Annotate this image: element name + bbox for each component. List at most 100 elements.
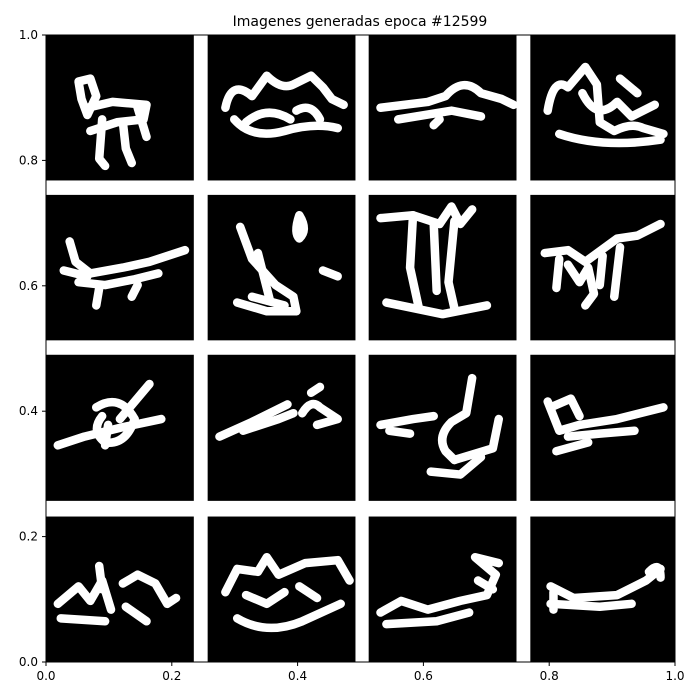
glyph-stroke [556,259,559,288]
glyph-stroke [126,607,147,622]
generated-image-panel [530,516,675,662]
generated-glyph [58,384,161,445]
glyph-stroke [381,85,514,108]
glyph-stroke [582,93,654,116]
generated-glyph [64,241,185,305]
generated-image-panel [46,194,194,341]
glyph-stroke [246,592,284,604]
image-panel-background [207,35,356,181]
glyph-stroke [600,256,603,285]
glyph-stroke [123,575,176,604]
axes-spine [45,34,676,663]
generated-glyph [381,557,499,624]
glyph-stroke [64,271,88,277]
generated-image-panel [368,516,517,662]
y-tick-label: 0.4 [19,404,38,418]
glyph-stroke [398,111,481,120]
glyph-stroke [410,215,419,308]
glyph-stroke [381,416,434,425]
glyph-stroke [299,586,317,598]
generated-glyph [381,207,487,315]
glyph-stroke [551,569,661,598]
glyph-stroke [568,265,594,306]
glyph-stroke [296,108,320,120]
generated-glyph [551,567,661,609]
glyph-stroke [105,425,108,445]
generated-image-panel [207,35,356,181]
glyph-stroke [99,119,105,166]
x-tick-label: 0.0 [36,669,55,683]
glyph-stroke [551,604,632,607]
glyph-stroke [61,618,105,621]
x-tick-label: 1.0 [665,669,684,683]
glyph-stroke [243,413,293,431]
glyph-stroke [568,431,635,437]
generated-image-panel [207,354,356,501]
glyph-stroke [448,221,454,308]
glyph-stroke [649,567,661,577]
generated-glyph [381,378,499,474]
glyph-stroke [120,384,150,419]
generated-image-panel [530,35,675,181]
generated-glyph [225,557,349,628]
glyph-stroke [386,613,469,625]
x-tick-label: 0.4 [288,669,307,683]
image-panel-background [46,35,194,181]
glyph-stroke [442,378,472,460]
image-panel-background [530,354,675,501]
generated-glyph [548,399,664,452]
glyph-stroke [225,557,349,592]
glyph-stroke [302,404,337,425]
glyph-stroke [386,303,487,315]
glyph-stroke [548,67,664,134]
glyph-stroke [556,442,588,451]
generated-glyph [79,79,147,166]
glyph-stroke [559,134,660,143]
glyph-stroke [620,79,637,94]
glyph-stroke [237,227,296,311]
generated-image-panel [530,354,675,501]
glyph-stroke [79,273,159,285]
glyph-stroke [96,402,134,443]
glyph-stroke [99,566,102,589]
glyph-stroke [311,387,320,393]
generated-image-panel [207,516,356,662]
glyph-stroke [96,288,99,305]
glyph-stroke [323,271,338,277]
generated-glyph [58,566,176,621]
glyph-stroke [246,113,290,123]
generated-glyph [545,224,661,305]
glyph-stroke [252,297,285,306]
y-tick-label: 0.6 [19,279,38,293]
glyph-stroke [381,557,499,612]
glyph-stroke [381,207,473,224]
glyph-stroke [434,119,440,125]
generated-glyph [548,67,664,143]
generated-image-panel [368,35,517,181]
glyph-stroke [434,224,437,291]
glyph-stroke [545,224,661,262]
glyph-stroke [132,285,138,297]
glyph-stroke [431,457,481,475]
generated-glyph [219,387,337,437]
generated-glyph [381,85,514,125]
x-tick-label: 0.6 [414,669,433,683]
glyph-stroke [296,215,303,238]
y-tick-label: 0.8 [19,153,38,167]
glyph-stroke [234,119,337,133]
generated-image-panel [46,35,194,181]
glyph-stroke [225,76,343,108]
image-panel-background [207,194,356,341]
x-tick-label: 0.2 [162,669,181,683]
y-tick-label: 1.0 [19,28,38,42]
glyph-stroke [551,399,580,417]
glyph-stroke [70,241,185,273]
glyph-stroke [454,419,498,460]
generated-glyph [225,76,343,134]
generated-image-panel [368,354,517,501]
generated-image-panel [368,194,517,341]
image-panel-background [46,516,194,662]
panel-layer [46,35,675,662]
generated-image-panel [207,194,356,341]
